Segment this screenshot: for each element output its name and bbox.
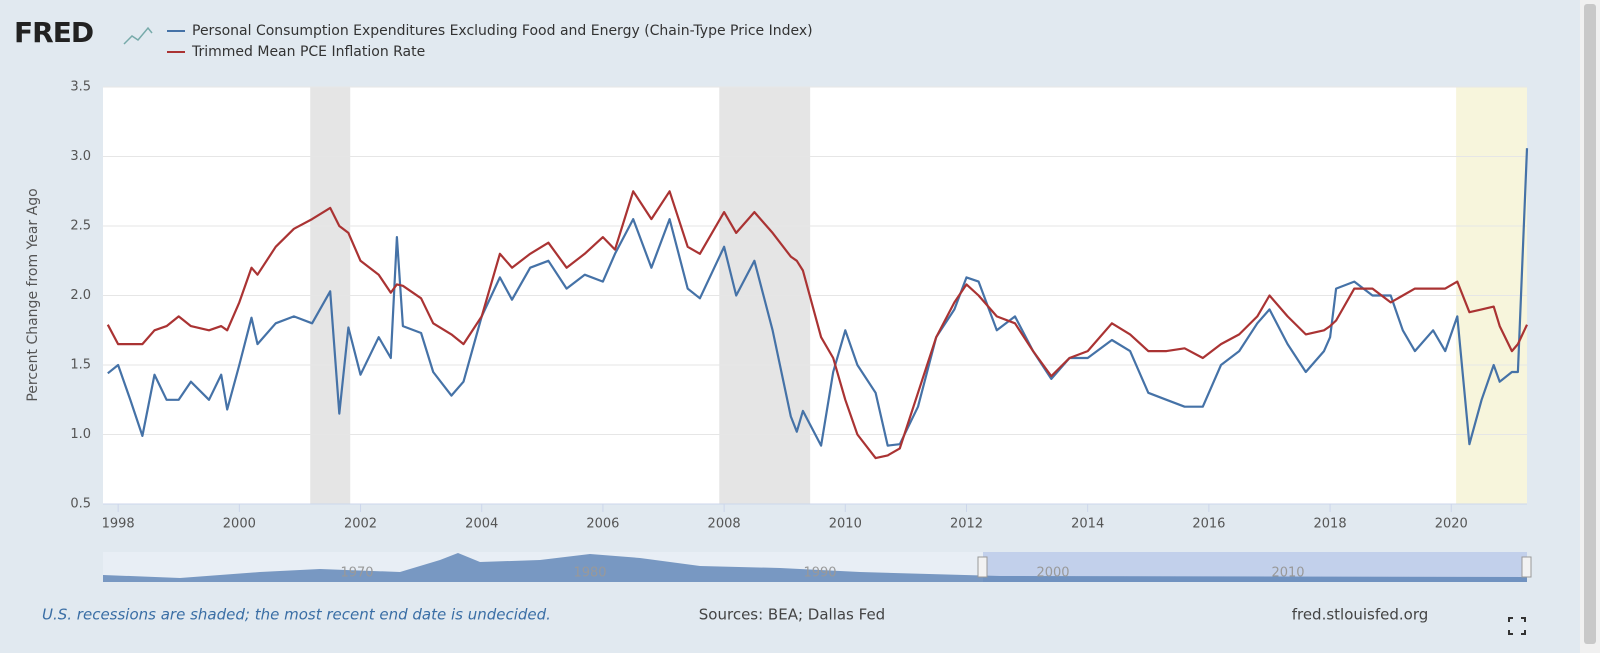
y-axis-label: Percent Change from Year Ago — [25, 188, 41, 401]
x-tick-label: 2016 — [1192, 517, 1225, 532]
navigator-handle[interactable] — [1521, 556, 1532, 578]
navigator-handle[interactable] — [977, 556, 988, 578]
navigator-label: 2010 — [1271, 566, 1304, 581]
y-tick-label: 1.0 — [70, 427, 91, 442]
y-tick-label: 2.0 — [70, 288, 91, 303]
navigator-label: 1970 — [340, 566, 373, 581]
source-url[interactable]: fred.stlouisfed.org — [1292, 606, 1429, 624]
legend-label: Trimmed Mean PCE Inflation Rate — [191, 44, 425, 60]
fullscreen-icon[interactable] — [1508, 617, 1526, 635]
footer-note: U.S. recessions are shaded; the most rec… — [42, 606, 551, 624]
series-line — [107, 148, 1529, 447]
x-tick-label: 2000 — [223, 517, 256, 532]
series-line — [106, 190, 1528, 460]
x-tick-label: 2004 — [465, 517, 498, 532]
y-tick-label: 1.5 — [70, 358, 91, 373]
navigator-area — [103, 553, 1527, 582]
scroll-thumb[interactable] — [1584, 4, 1596, 644]
navigator[interactable] — [103, 552, 1532, 582]
x-tick-label: 2014 — [1071, 517, 1104, 532]
navigator-label: 2000 — [1036, 566, 1069, 581]
sources: Sources: BEA; Dallas Fed — [699, 606, 885, 624]
x-tick-label: 2008 — [708, 517, 741, 532]
x-tick-label: 2012 — [950, 517, 983, 532]
x-tick-label: 1998 — [102, 517, 135, 532]
y-tick-label: 0.5 — [70, 497, 91, 512]
logo-icon — [123, 26, 153, 45]
x-tick-label: 2020 — [1435, 517, 1468, 532]
x-tick-label: 2006 — [586, 517, 619, 532]
brand-logo: FRED — [14, 16, 93, 49]
x-tick-label: 2018 — [1314, 517, 1347, 532]
y-tick-label: 3.5 — [70, 80, 91, 95]
navigator-label: 1990 — [803, 566, 836, 581]
y-tick-label: 2.5 — [70, 219, 91, 234]
legend-label: Personal Consumption Expenditures Exclud… — [192, 23, 813, 39]
y-tick-label: 3.0 — [70, 149, 91, 164]
navigator-label: 1980 — [573, 566, 606, 581]
x-tick-label: 2010 — [829, 517, 862, 532]
x-tick-label: 2002 — [344, 517, 377, 532]
